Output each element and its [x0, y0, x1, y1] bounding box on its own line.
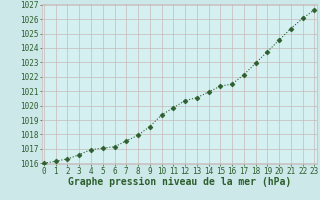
X-axis label: Graphe pression niveau de la mer (hPa): Graphe pression niveau de la mer (hPa): [68, 177, 291, 187]
